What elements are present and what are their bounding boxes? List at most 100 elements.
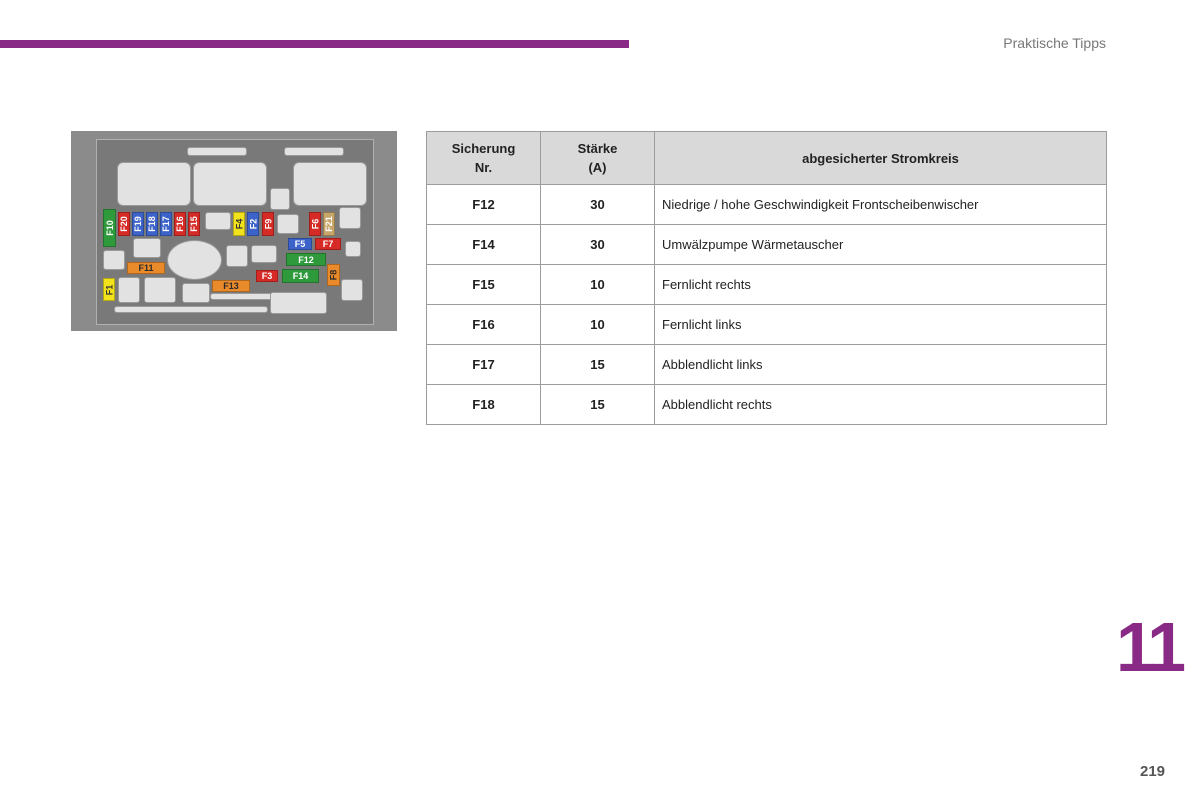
small-slot-m	[341, 279, 363, 301]
table-row: F14 30 Umwälzpumpe Wärmetauscher	[426, 224, 1107, 265]
cell-fuse-number: F14	[426, 224, 541, 265]
header-circuit: abgesicherter Stromkreis	[654, 131, 1107, 185]
small-slot-e	[133, 238, 161, 258]
fuse-f21: F21	[323, 212, 335, 236]
fuse-f1-label: F1	[104, 284, 115, 295]
small-slot-j	[118, 277, 140, 303]
fuse-f1: F1	[103, 278, 115, 301]
fuse-f18-label: F18	[147, 216, 158, 232]
header-amperage-line1: Stärke	[577, 141, 618, 156]
cell-amperage: 15	[540, 384, 655, 425]
cell-amperage: 10	[540, 264, 655, 305]
header-amperage: Stärke (A)	[540, 131, 655, 185]
fuse-f8: F8	[327, 264, 340, 286]
cell-amperage: 10	[540, 304, 655, 345]
fuse-f6-label: F6	[310, 218, 321, 230]
cell-fuse-number: F15	[426, 264, 541, 305]
cell-fuse-number: F18	[426, 384, 541, 425]
fuse-f16: F16	[174, 212, 186, 236]
small-slot-a	[270, 188, 290, 210]
small-slot-i	[103, 250, 125, 270]
cell-circuit: Umwälzpumpe Wärmetauscher	[654, 224, 1107, 265]
fuse-f14-label: F14	[292, 271, 309, 281]
fuse-f10-label: F10	[104, 220, 115, 236]
small-slot-c	[277, 214, 299, 234]
fuse-f10: F10	[103, 209, 116, 247]
cell-circuit: Fernlicht links	[654, 304, 1107, 345]
table-header-row: Sicherung Nr. Stärke (A) abgesicherter S…	[426, 131, 1107, 185]
small-slot-g	[251, 245, 277, 263]
small-slot-l	[182, 283, 210, 303]
small-slot-b	[205, 212, 231, 230]
header-accent-bar	[0, 40, 629, 48]
fuse-f17: F17	[160, 212, 172, 236]
cell-circuit: Abblendlicht rechts	[654, 384, 1107, 425]
bottom-bar-slot	[114, 306, 268, 313]
large-slot-bottom	[270, 292, 327, 314]
fuse-f3-label: F3	[261, 271, 273, 281]
fuse-f15-label: F15	[189, 216, 200, 232]
small-slot-f	[226, 245, 248, 267]
top-bar-slot-right	[284, 147, 344, 156]
fuse-f7-label: F7	[322, 239, 334, 249]
fuse-f7: F7	[315, 238, 341, 250]
table-row: F15 10 Fernlicht rechts	[426, 264, 1107, 305]
header-fuse-number-line1: Sicherung	[451, 141, 516, 156]
fuse-f4: F4	[233, 212, 245, 236]
relay-3	[293, 162, 367, 206]
section-title: Praktische Tipps	[1003, 35, 1106, 51]
table-row: F16 10 Fernlicht links	[426, 304, 1107, 345]
fuse-table: Sicherung Nr. Stärke (A) abgesicherter S…	[426, 131, 1107, 425]
bar-slot-mid	[210, 293, 274, 300]
round-relay	[167, 240, 222, 280]
fuse-f20-label: F20	[119, 216, 130, 232]
fuse-f3: F3	[256, 270, 278, 282]
fuse-f19-label: F19	[133, 216, 144, 232]
fuse-f11-label: F11	[138, 263, 154, 273]
header-fuse-number: Sicherung Nr.	[426, 131, 541, 185]
fuse-f19: F19	[132, 212, 144, 236]
fuse-f5: F5	[288, 238, 312, 250]
fuse-f21-label: F21	[324, 216, 335, 232]
small-slot-k	[144, 277, 176, 303]
fuse-f18: F18	[146, 212, 158, 236]
relay-1	[117, 162, 191, 206]
fuse-f5-label: F5	[294, 239, 306, 249]
fuse-f17-label: F17	[161, 216, 172, 232]
small-slot-h	[345, 241, 361, 257]
table-row: F17 15 Abblendlicht links	[426, 344, 1107, 385]
fuse-f8-label: F8	[328, 269, 339, 281]
fuse-f6: F6	[309, 212, 321, 236]
fuse-f12-label: F12	[298, 254, 314, 265]
fuse-f11: F11	[127, 262, 165, 274]
header-fuse-number-line2: Nr.	[474, 160, 493, 175]
fuse-f14: F14	[282, 269, 319, 283]
chapter-number: 11	[1116, 608, 1186, 686]
cell-amperage: 30	[540, 224, 655, 265]
cell-circuit: Niedrige / hohe Geschwindigkeit Frontsch…	[654, 184, 1107, 225]
cell-fuse-number: F16	[426, 304, 541, 345]
small-slot-d	[339, 207, 361, 229]
fuse-f2-label: F2	[248, 218, 259, 230]
relay-2	[193, 162, 267, 206]
cell-amperage: 15	[540, 344, 655, 385]
fuse-f13: F13	[212, 280, 250, 292]
fuse-f13-label: F13	[223, 281, 239, 291]
fuse-f20: F20	[118, 212, 130, 236]
fuse-f16-label: F16	[175, 216, 186, 232]
cell-fuse-number: F12	[426, 184, 541, 225]
table-row: F12 30 Niedrige / hohe Geschwindigkeit F…	[426, 184, 1107, 225]
fuse-f12: F12	[286, 253, 326, 266]
cell-fuse-number: F17	[426, 344, 541, 385]
top-bar-slot-left	[187, 147, 247, 156]
fuse-f4-label: F4	[234, 218, 245, 230]
page-number: 219	[1140, 763, 1166, 780]
fuse-f9-label: F9	[263, 218, 274, 230]
fuse-f15: F15	[188, 212, 200, 236]
cell-amperage: 30	[540, 184, 655, 225]
cell-circuit: Abblendlicht links	[654, 344, 1107, 385]
fuse-f9: F9	[262, 212, 274, 236]
header-amperage-line2: (A)	[588, 160, 607, 175]
fuse-f2: F2	[247, 212, 259, 236]
table-row: F18 15 Abblendlicht rechts	[426, 384, 1107, 425]
